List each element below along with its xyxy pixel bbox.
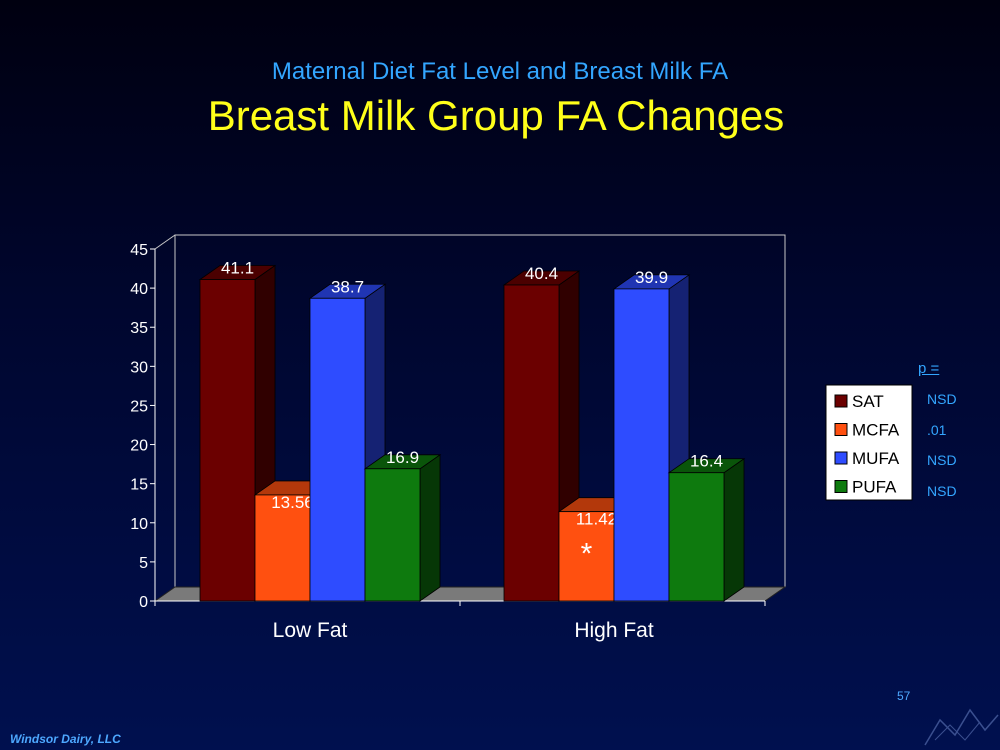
footer-company: Windsor Dairy, LLC [10,732,121,746]
p-value-header: p = [918,360,940,377]
data-label: 13.56 [271,493,314,512]
y-tick-label: 10 [130,516,148,533]
legend-label: SAT [852,392,884,411]
bar-pufa [668,472,725,602]
bar-side-pufa [419,454,441,602]
legend-label: PUFA [852,478,897,497]
p-value-pufa: NSD [927,483,957,499]
data-label: 38.7 [331,277,364,296]
p-value-mufa: NSD [927,452,957,468]
plot-wall-edge [154,234,176,250]
data-label: 39.9 [635,268,668,287]
bar-mufa [613,288,670,602]
y-tick-label: 25 [130,398,148,415]
legend-swatch [834,394,848,408]
x-category-label: High Fat [574,619,654,642]
slide-title: Breast Milk Group FA Changes [207,92,785,139]
p-value-sat: NSD [927,391,957,407]
y-tick-label: 35 [130,320,148,337]
data-label: 11.42 [576,510,617,529]
bar-mcfa [254,494,311,602]
y-tick-label: 0 [139,594,148,611]
p-value-mcfa: .01 [927,422,947,438]
data-label: 16.4 [690,452,723,471]
bar-pufa [364,468,421,602]
significance-asterisk: * [581,538,593,571]
data-label: 41.1 [221,259,254,278]
legend-swatch [834,423,848,436]
legend-label: MUFA [852,449,900,468]
y-tick-label: 30 [130,359,148,376]
legend-label: MCFA [852,421,900,440]
bar-side-pufa [723,457,745,602]
data-label: 16.9 [386,448,419,467]
x-category-label: Low Fat [273,619,348,642]
bar-sat [199,279,256,602]
y-tick-label: 20 [130,438,148,455]
slide-number: 57 [897,689,911,703]
y-tick-label: 45 [130,242,148,259]
slide-subtitle: Maternal Diet Fat Level and Breast Milk … [271,58,729,85]
logo-icon [924,708,999,746]
y-tick-label: 15 [130,477,148,494]
legend-swatch [834,480,848,493]
legend-swatch [834,451,848,465]
y-tick-label: 40 [130,281,148,298]
bar-sat [503,284,560,602]
data-label: 40.4 [525,264,558,283]
bar-mufa [309,297,366,602]
y-tick-label: 5 [139,555,148,572]
bar-mcfa [558,511,615,602]
